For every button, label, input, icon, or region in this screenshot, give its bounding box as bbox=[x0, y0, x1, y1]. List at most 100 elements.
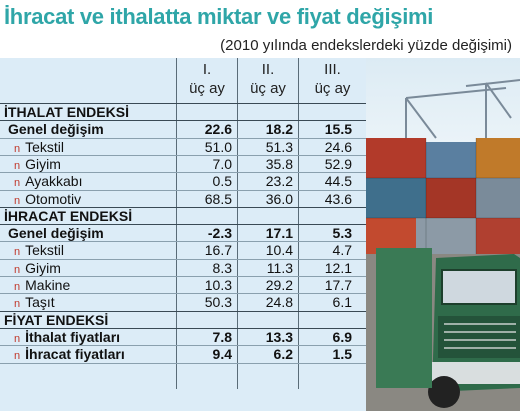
value-cell-q2: 6.2 bbox=[273, 346, 293, 363]
bullet-icon: n bbox=[14, 281, 21, 293]
row-label: n İhracat fiyatları bbox=[14, 346, 125, 363]
value-cell-q2: 36.0 bbox=[265, 190, 293, 207]
value-cell-q1: 51.0 bbox=[204, 138, 232, 155]
value-cell-q1: 9.4 bbox=[212, 346, 232, 363]
row-label: n İthalat fiyatları bbox=[14, 328, 121, 345]
page-title: İhracat ve ithalatta miktar ve fiyat değ… bbox=[4, 4, 434, 29]
row-rule bbox=[0, 154, 366, 156]
row-rule bbox=[0, 310, 366, 312]
row-rule bbox=[0, 345, 366, 347]
table-row: n Tekstil 16.7 10.4 4.7 bbox=[0, 242, 366, 259]
row-label: n Tekstil bbox=[14, 242, 65, 259]
bullet-icon: n bbox=[14, 332, 21, 345]
value-cell-q1: 68.5 bbox=[204, 190, 232, 207]
row-rule bbox=[0, 224, 366, 226]
row-label: n Giyim bbox=[14, 259, 61, 276]
value-cell-q2: 51.3 bbox=[265, 138, 293, 155]
value-cell-q1: 7.0 bbox=[212, 155, 232, 172]
value-cell-q1: 16.7 bbox=[204, 242, 232, 259]
bullet-icon: n bbox=[14, 142, 21, 155]
row-label: Genel değişim bbox=[8, 121, 104, 138]
value-cell-q3: 52.9 bbox=[324, 155, 352, 172]
value-cell-q3: 6.1 bbox=[332, 294, 352, 311]
truck-illustration bbox=[366, 79, 520, 411]
value-cell-q3: 15.5 bbox=[324, 121, 352, 138]
column-divider bbox=[237, 58, 238, 389]
table-row: n Taşıt 50.3 24.8 6.1 bbox=[0, 294, 366, 311]
table-row: n Tekstil 51.0 51.3 24.6 bbox=[0, 139, 366, 156]
value-cell-q2: 18.2 bbox=[265, 121, 293, 138]
value-cell-q3: 4.7 bbox=[332, 242, 352, 259]
row-label: İTHALAT ENDEKSİ bbox=[4, 104, 129, 120]
table-row: Genel değişim 22.6 18.2 15.5 bbox=[0, 121, 366, 138]
table-row: n Giyim 7.0 35.8 52.9 bbox=[0, 156, 366, 173]
table-row: n İhracat fiyatları 9.4 6.2 1.5 bbox=[0, 346, 366, 363]
row-label: İHRACAT ENDEKSİ bbox=[4, 207, 133, 224]
row-rule bbox=[0, 206, 366, 208]
value-cell-q1: 10.3 bbox=[204, 277, 232, 293]
row-rule bbox=[0, 137, 366, 139]
bullet-icon: n bbox=[14, 194, 21, 207]
value-cell-q3: 44.5 bbox=[324, 173, 352, 190]
value-cell-q2: 13.3 bbox=[265, 328, 293, 345]
row-label: n Makine bbox=[14, 277, 71, 293]
table-row: n Makine 10.3 29.2 17.7 bbox=[0, 277, 366, 294]
table-row: n Giyim 8.3 11.3 12.1 bbox=[0, 260, 366, 277]
row-label: n Ayakkabı bbox=[14, 173, 83, 190]
value-cell-q3: 24.6 bbox=[324, 138, 352, 155]
column-header-q3: III. üç ay bbox=[314, 61, 351, 97]
table-row: n Otomotiv 68.5 36.0 43.6 bbox=[0, 191, 366, 208]
value-cell-q3: 12.1 bbox=[324, 259, 352, 276]
value-cell-q1: 22.6 bbox=[204, 121, 232, 138]
value-cell-q1: 7.8 bbox=[212, 328, 232, 345]
row-label: n Taşıt bbox=[14, 294, 55, 311]
bullet-icon: n bbox=[14, 298, 21, 311]
row-label: n Tekstil bbox=[14, 138, 65, 155]
bullet-icon: n bbox=[14, 159, 21, 172]
header-rule bbox=[0, 103, 366, 104]
table-row: n Ayakkabı 0.5 23.2 44.5 bbox=[0, 173, 366, 190]
row-rule bbox=[0, 241, 366, 243]
table-row: n İthalat fiyatları 7.8 13.3 6.9 bbox=[0, 329, 366, 346]
row-label: FİYAT ENDEKSİ bbox=[4, 311, 109, 328]
value-cell-q2: 17.1 bbox=[265, 225, 293, 242]
value-cell-q2: 10.4 bbox=[265, 242, 293, 259]
row-rule bbox=[0, 293, 366, 295]
value-cell-q1: 50.3 bbox=[204, 294, 232, 311]
column-divider bbox=[176, 58, 177, 389]
section-header-row: İHRACAT ENDEKSİ bbox=[0, 208, 366, 225]
value-cell-q1: 8.3 bbox=[212, 259, 232, 276]
row-rule bbox=[0, 258, 366, 260]
bullet-icon: n bbox=[14, 177, 21, 190]
value-cell-q3: 1.5 bbox=[332, 346, 352, 363]
value-cell-q3: 43.6 bbox=[324, 190, 352, 207]
row-rule bbox=[0, 189, 366, 191]
row-rule bbox=[0, 120, 366, 122]
column-header-q1: I. üç ay bbox=[189, 61, 225, 97]
column-divider bbox=[298, 58, 299, 389]
row-label: n Giyim bbox=[14, 155, 61, 172]
column-header-q2: II. üç ay bbox=[250, 61, 286, 97]
value-cell-q2: 11.3 bbox=[266, 259, 293, 276]
value-cell-q2: 35.8 bbox=[265, 155, 293, 172]
value-cell-q3: 5.3 bbox=[332, 225, 352, 242]
value-cell-q3: 6.9 bbox=[332, 328, 352, 345]
row-rule bbox=[0, 276, 366, 277]
row-rule bbox=[0, 172, 366, 174]
bullet-icon: n bbox=[14, 350, 21, 363]
value-cell-q3: 17.7 bbox=[324, 277, 352, 293]
bullet-icon: n bbox=[14, 246, 21, 259]
value-cell-q2: 29.2 bbox=[265, 277, 293, 293]
value-cell-q2: 24.8 bbox=[265, 294, 293, 311]
bullet-icon: n bbox=[14, 263, 21, 276]
value-cell-q2: 23.2 bbox=[265, 173, 293, 190]
row-label: Genel değişim bbox=[8, 225, 104, 242]
value-cell-q1: 0.5 bbox=[212, 173, 232, 190]
section-header-row: İTHALAT ENDEKSİ bbox=[0, 104, 366, 121]
page-subtitle: (2010 yılında endekslerdeki yüzde değişi… bbox=[220, 37, 512, 54]
value-cell-q1: -2.3 bbox=[207, 225, 232, 242]
table-row: Genel değişim -2.3 17.1 5.3 bbox=[0, 225, 366, 242]
section-header-row: FİYAT ENDEKSİ bbox=[0, 312, 366, 329]
row-label: n Otomotiv bbox=[14, 190, 82, 207]
port-truck-photo bbox=[366, 58, 520, 411]
